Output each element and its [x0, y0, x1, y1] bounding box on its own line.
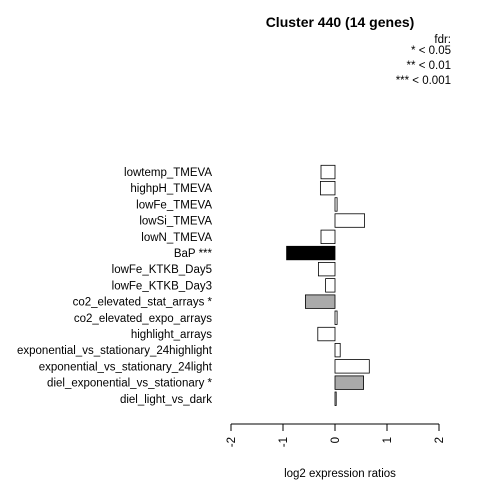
- legend-entry: *** < 0.001: [396, 75, 451, 87]
- category-label: lowFe_KTKB_Day3: [112, 280, 212, 292]
- category-labels: lowtemp_TMEVA highpH_TMEVA lowFe_TMEVA lowS…: [17, 167, 213, 406]
- x-tick-label: -2: [226, 437, 238, 447]
- category-label: lowSi_TMEVA: [139, 216, 212, 228]
- x-tick-label: -1: [278, 437, 290, 447]
- category-label: lowtemp_TMEVA: [124, 167, 212, 179]
- category-label: lowFe_TMEVA: [136, 199, 212, 211]
- bar: [317, 326, 336, 342]
- category-label: lowFe_KTKB_Day5: [112, 264, 212, 276]
- category-label: diel_light_vs_dark: [120, 394, 212, 406]
- x-tick-label: 1: [382, 437, 394, 443]
- category-label: exponential_vs_stationary_24light: [39, 361, 213, 373]
- bar: [334, 391, 337, 406]
- bar: [325, 278, 336, 293]
- legend: fdr: * < 0.05 ** < 0.01 *** < 0.001: [396, 34, 451, 87]
- bar: [319, 180, 336, 196]
- category-label: co2_elevated_stat_arrays *: [73, 297, 213, 309]
- bar: [334, 375, 365, 390]
- legend-title: fdr:: [434, 34, 451, 46]
- x-axis-label: log2 expression ratios: [284, 468, 396, 480]
- category-label: lowN_TMEVA: [141, 232, 212, 244]
- bar: [320, 164, 336, 180]
- x-axis: -2 -1 0 1 2: [226, 423, 446, 447]
- category-label: diel_exponential_vs_stationary *: [47, 378, 212, 390]
- bar: [320, 229, 336, 245]
- category-label: highlight_arrays: [131, 329, 212, 341]
- legend-entry: * < 0.05: [411, 45, 451, 57]
- bar: [286, 245, 336, 261]
- category-label: highpH_TMEVA: [130, 183, 212, 195]
- bar: [334, 213, 366, 228]
- bar: [317, 261, 336, 277]
- bar: [304, 294, 336, 309]
- category-label: co2_elevated_expo_arrays: [74, 313, 212, 325]
- bars-group: [286, 164, 370, 406]
- bar: [334, 359, 370, 374]
- category-label: exponential_vs_stationary_24highlight: [17, 345, 213, 357]
- chart-title: Cluster 440 (14 genes): [266, 14, 415, 30]
- x-tick-label: 0: [330, 437, 342, 443]
- category-label: BaP ***: [174, 248, 213, 260]
- bar: [334, 310, 338, 325]
- bar: [334, 342, 341, 358]
- x-tick-label: 2: [434, 437, 446, 443]
- legend-entry: ** < 0.01: [407, 60, 451, 72]
- bar: [334, 197, 338, 212]
